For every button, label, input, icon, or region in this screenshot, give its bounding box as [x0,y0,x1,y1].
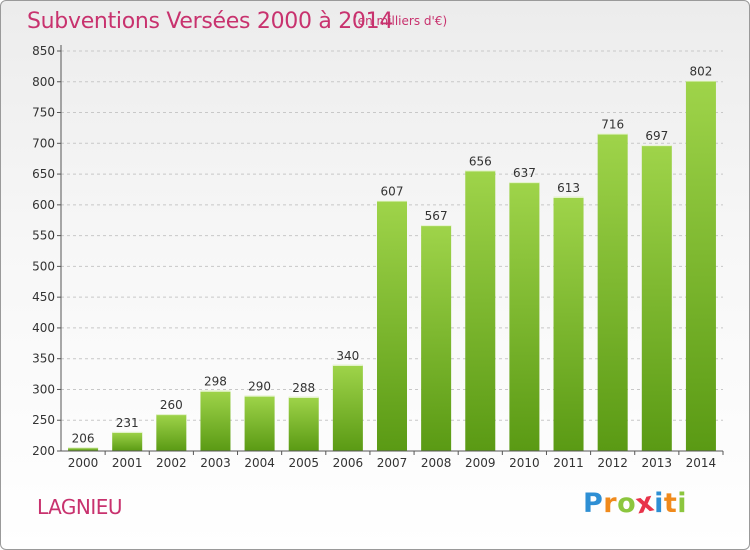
y-tick-label: 200 [32,444,55,458]
y-tick-label: 400 [32,321,55,335]
data-label: 607 [381,185,404,199]
data-label: 697 [645,129,668,143]
bar-2009 [465,170,496,451]
x-tick-label: 2002 [156,456,187,470]
bar-2003 [200,390,231,451]
x-tick-label: 2009 [465,456,496,470]
place-name: LAGNIEU [37,495,123,519]
data-label: 298 [204,375,227,389]
data-label: 206 [72,431,95,445]
logo-letter: P [583,488,604,519]
data-label: 656 [469,154,492,168]
data-label: 613 [557,181,580,195]
x-tick-label: 2012 [597,456,628,470]
data-label: 288 [292,381,315,395]
x-tick-label: 2006 [333,456,364,470]
proxiti-logo: Proxiti [583,486,688,520]
y-tick-label: 800 [32,75,55,89]
bar-2013 [641,145,672,451]
logo-letter: o [617,488,637,519]
y-axis: 200 250 300 350 400 450 500 550 600 650 700 750 800 8… [32,44,62,458]
data-label: 716 [601,117,624,131]
bar-2002 [156,414,187,451]
y-tick-label: 650 [32,167,55,181]
bar-2012 [597,133,628,451]
bar-2001 [112,431,143,451]
x-tick-label: 2000 [68,456,99,470]
chart-title: Subventions Versées 2000 à 2014 [27,9,394,34]
x-axis: 2000 2001 2002 2003 2004 2005 2006 2007 2008 2009… [61,450,724,470]
bar-2010 [509,182,540,452]
data-label: 802 [689,65,712,79]
logo-letter: i [677,488,688,519]
bar-2004 [244,395,275,451]
y-tick-label: 850 [32,44,55,58]
y-tick-label: 500 [32,259,55,273]
x-tick-label: 2010 [509,456,540,470]
bar-2005 [288,396,319,451]
y-tick-label: 700 [32,136,55,150]
y-tick-label: 550 [32,229,55,243]
chart-subtitle: (en milliers d'€) [353,14,448,28]
data-label: 567 [425,209,448,223]
data-label: 260 [160,398,183,412]
x-tick-label: 2011 [553,456,584,470]
y-tick-label: 450 [32,290,55,304]
bar-2014 [685,80,716,452]
data-label: 340 [336,349,359,363]
y-tick-label: 600 [32,198,55,212]
bars: 206 231 260 298 290 288 340 607 567 656 637 613 716 6… [68,65,716,452]
y-tick-label: 250 [32,413,55,427]
logo-letter: t [663,488,678,519]
logo-letter: i [654,488,664,519]
data-label: 637 [513,166,536,180]
x-tick-label: 2008 [421,456,452,470]
y-tick-label: 350 [32,352,55,366]
bar-2007 [376,200,408,451]
bar-2011 [553,196,584,451]
data-label: 290 [248,380,271,394]
x-tick-label: 2001 [112,456,143,470]
bar-2006 [332,364,363,451]
x-tick-label: 2007 [377,456,408,470]
x-tick-label: 2004 [244,456,275,470]
y-tick-label: 300 [32,382,55,396]
x-tick-label: 2003 [200,456,231,470]
bar-2008 [421,225,452,451]
bar-2000 [68,447,99,451]
x-tick-label: 2005 [288,456,319,470]
data-label: 231 [116,416,139,430]
logo-letter: r [603,488,618,519]
x-tick-label: 2014 [686,456,717,470]
y-tick-label: 750 [32,106,55,120]
x-tick-label: 2013 [642,456,673,470]
